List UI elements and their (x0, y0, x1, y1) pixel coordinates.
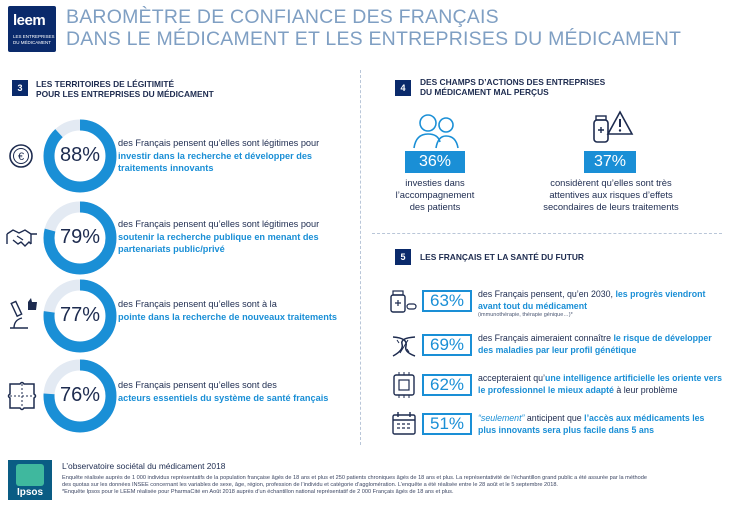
item-side-effects: considèrent qu’elles sont très attentive… (543, 177, 679, 212)
calendar-icon (392, 412, 416, 435)
item-public-research: des Français pensent qu’elles sont légit… (118, 219, 320, 254)
chip-icon (393, 372, 415, 398)
patients-icon (413, 114, 459, 149)
leem-logo-name: leem (13, 12, 46, 29)
ipsos-logo: Ipsos (8, 460, 52, 500)
percent-37: 37% (584, 151, 636, 173)
percent-77: 77% (59, 304, 101, 326)
euro-coin-icon: € (9, 144, 33, 168)
microscope-thumbs-up-icon (10, 298, 37, 329)
percent-69: 69% (422, 334, 472, 356)
item-legitimate-research: des Français pensent qu’elles sont légit… (118, 138, 320, 173)
leem-logo: leem LES ENTREPRISES DU MÉDICAMENT (8, 6, 56, 52)
section3-title: LES TERRITOIRES DE LÉGITIMITÉ POUR LES E… (36, 79, 214, 99)
percent-88: 88% (59, 144, 101, 166)
item-innovative-access: “seulement” anticipent que l’accès aux m… (478, 413, 705, 435)
item-progress-2030: des Français pensent, qu’en 2030, les pr… (478, 289, 706, 318)
footer-title: L’observatoire sociétal du médicament 20… (62, 461, 226, 471)
percent-76: 76% (59, 384, 101, 406)
leem-logo-subtitle: LES ENTREPRISES DU MÉDICAMENT (13, 34, 55, 45)
ring-fill (43, 359, 117, 433)
page-title: BAROMÈTRE DE CONFIANCE DES FRANÇAIS DANS… (66, 6, 682, 50)
handshake-icon (6, 229, 37, 247)
ring-79 (43, 201, 117, 275)
medicine-warning-icon (593, 110, 634, 143)
item-essential-actors: des Français pensent qu’elles sont des a… (118, 380, 329, 403)
puzzle-map-icon (7, 381, 37, 411)
section5-title: LES FRANÇAIS ET LA SANTÉ DU FUTUR (420, 252, 584, 262)
percent-36: 36% (405, 151, 465, 173)
section4-title: DES CHAMPS D’ACTIONS DES ENTREPRISES DU … (420, 77, 606, 97)
percent-62: 62% (422, 374, 472, 396)
dna-icon (392, 336, 416, 357)
horizontal-divider (372, 233, 722, 234)
vertical-divider (360, 70, 361, 445)
ring-fill (43, 279, 117, 353)
ring-fill (43, 119, 117, 193)
svg-text:€: € (18, 151, 24, 163)
footer-methodology-note: Enquête réalisée auprès de 1 000 individ… (62, 475, 647, 496)
percent-79: 79% (59, 226, 101, 248)
ipsos-logo-name: Ipsos (16, 487, 44, 498)
item-patient-support: investies dans l’accompagnement des pati… (395, 177, 475, 212)
ring-fill (43, 201, 117, 275)
percent-51: 51% (422, 413, 472, 435)
section4-number: 4 (395, 80, 411, 96)
ipsos-logo-mark (16, 464, 44, 486)
item-artificial-intelligence: accepteraient qu’une intelligence artifi… (478, 373, 722, 395)
ring-88 (43, 119, 117, 193)
ring-76 (43, 359, 117, 433)
section3-number: 3 (12, 80, 28, 96)
item-research-leadership: des Français pensent qu’elles sont à la … (118, 299, 338, 322)
pill-bottle-icon (390, 290, 417, 313)
percent-63: 63% (422, 290, 472, 312)
section5-number: 5 (395, 249, 411, 265)
item-genetic-risk: des Français aimeraient connaître le ris… (478, 333, 712, 355)
ring-77 (43, 279, 117, 353)
